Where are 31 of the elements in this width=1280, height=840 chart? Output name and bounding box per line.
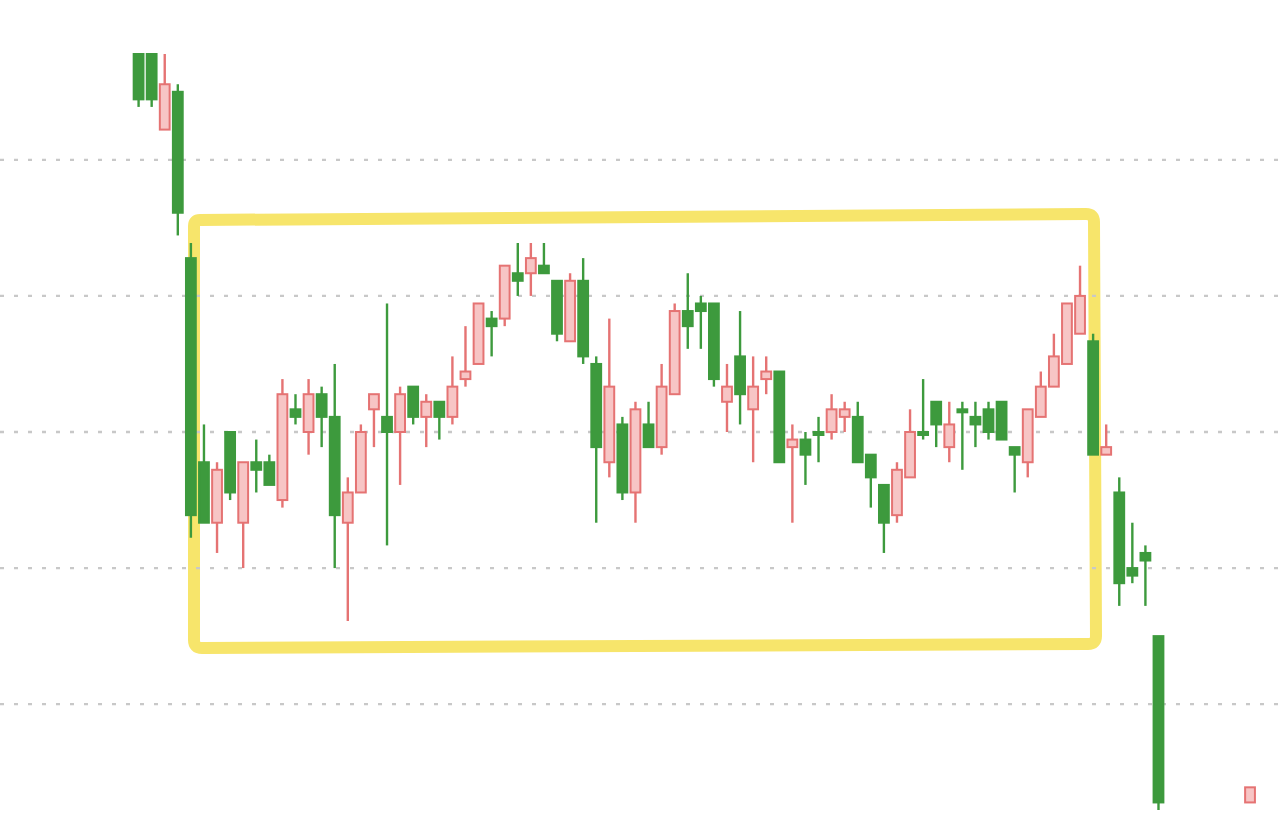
candlestick xyxy=(511,241,524,298)
candlestick xyxy=(812,415,825,464)
candlestick xyxy=(1008,445,1021,494)
candlestick xyxy=(943,400,956,464)
candlestick xyxy=(302,377,315,456)
candlestick xyxy=(485,309,498,358)
candlestick xyxy=(760,355,773,396)
candlestick xyxy=(799,430,812,487)
candlestick xyxy=(524,241,537,298)
candlestick xyxy=(433,400,446,441)
candlestick xyxy=(538,241,550,275)
candlestick xyxy=(158,52,171,131)
candlestick xyxy=(1139,544,1152,608)
candlestick xyxy=(917,377,930,441)
candlestick xyxy=(747,355,760,464)
candlestick xyxy=(289,393,302,426)
candlestick xyxy=(930,400,943,449)
candlestick xyxy=(368,393,380,449)
candlestick xyxy=(446,355,459,426)
candlestick xyxy=(394,385,406,487)
candlestick xyxy=(786,423,799,524)
candlestick xyxy=(407,385,420,426)
candlestick xyxy=(642,400,655,449)
candlestick xyxy=(1100,423,1113,456)
candlestick xyxy=(721,362,733,434)
candlestick xyxy=(734,309,746,426)
candlestick xyxy=(381,302,393,547)
candlestick xyxy=(459,324,472,388)
candlestick xyxy=(420,393,433,449)
candlestick xyxy=(956,400,969,471)
candlestick xyxy=(878,483,890,555)
